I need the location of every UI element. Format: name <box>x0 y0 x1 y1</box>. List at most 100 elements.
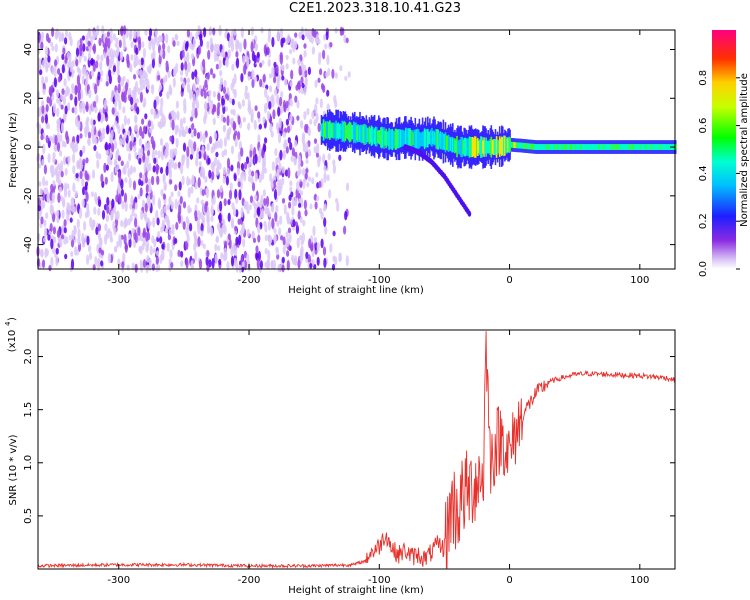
spectrogram-cell <box>190 147 194 155</box>
spectrogram-cell <box>114 92 118 102</box>
spectrogram-cell <box>202 58 206 68</box>
spectrogram-cell <box>399 129 402 147</box>
spectrogram-cell <box>572 144 575 150</box>
spectrogram-cell <box>118 39 122 48</box>
spectrogram-cell <box>606 144 608 150</box>
spectrogram-cell <box>278 162 282 173</box>
spectrogram-cell <box>118 100 122 111</box>
spectrogram-cell <box>159 49 163 57</box>
spectrogram-cell <box>103 103 107 110</box>
spectrogram-cell <box>134 217 138 228</box>
spectrogram-cell <box>192 37 196 48</box>
spectrogram-cell <box>301 232 305 243</box>
spectrogram-cell <box>101 210 106 220</box>
spectrogram-cell <box>277 106 281 117</box>
spectrogram-cell <box>286 259 290 271</box>
spectrogram-cell <box>347 71 351 78</box>
spectrogram-cell <box>372 129 375 143</box>
spectrogram-cell <box>97 71 101 81</box>
spectrogram-cell <box>495 136 498 158</box>
spectrogram-cell <box>294 221 298 227</box>
spectrogram-cell <box>360 124 362 143</box>
spectrogram-cell <box>141 41 145 48</box>
spectrogram-cell <box>417 129 420 151</box>
spectrogram-cell <box>279 96 283 107</box>
spectrogram-cell <box>282 131 286 138</box>
spectrogram-cell <box>579 144 581 150</box>
spectrogram-cell <box>167 70 171 79</box>
spectrogram-cell <box>326 54 330 66</box>
spectrogram-cell <box>92 43 97 55</box>
spectrogram-cell <box>264 137 268 144</box>
spectrogram-cell <box>224 240 228 248</box>
spectrogram-cell <box>156 175 160 186</box>
spectrogram-cell <box>144 202 148 213</box>
spectrogram-cell <box>45 180 49 187</box>
spectrogram-cell <box>210 227 214 237</box>
spectrogram-cell <box>230 117 234 127</box>
spectrogram-cell <box>175 222 179 230</box>
spectrogram-cell <box>147 178 151 188</box>
spectrogram-cell <box>55 89 60 98</box>
spectrogram-cell <box>243 259 247 271</box>
spectrogram-cell <box>219 69 223 77</box>
spectrogram-cell <box>256 258 260 270</box>
spectrogram-cell <box>490 136 493 158</box>
spectrogram-cell <box>560 144 562 150</box>
spectrogram-cell <box>222 104 226 115</box>
spectrogram-cell <box>594 144 597 150</box>
spectrogram-cell <box>180 76 184 83</box>
spectrogram-cell <box>210 208 214 215</box>
spectrogram-cell <box>329 120 331 140</box>
spectrogram-cell <box>165 33 169 44</box>
spectrogram-cell <box>539 144 542 150</box>
spectrogram-cell <box>566 144 569 150</box>
spectrogram-cell <box>478 140 480 154</box>
spectrogram-cell <box>179 118 183 129</box>
spectrogram-cell <box>208 89 212 96</box>
spectrogram-cell <box>134 202 138 210</box>
spectrogram-cell <box>132 180 137 191</box>
spectrogram-cell <box>90 69 95 77</box>
snr-x-axis-label: Height of straight line (km) <box>288 585 424 596</box>
spectrogram-cell <box>181 155 185 166</box>
spectrogram-cell <box>44 113 49 124</box>
spectrogram-cell <box>190 263 194 270</box>
spectrogram-cell <box>180 215 184 225</box>
spectrogram-cell <box>658 144 660 150</box>
spectrogram-cell <box>287 227 292 234</box>
spectrogram-cell <box>249 195 254 204</box>
spectrogram-cell <box>116 123 120 129</box>
spectrogram-cell <box>236 167 240 176</box>
spectrogram-cell <box>512 142 514 148</box>
spectrogram-cell <box>87 131 92 139</box>
spectrogram-cell <box>467 138 470 156</box>
spectrogram-cell <box>146 149 151 157</box>
spectrogram-cell <box>269 235 273 244</box>
spectrogram-cell <box>263 198 267 206</box>
spectrogram-cell <box>285 231 289 238</box>
spectrogram-cell <box>614 144 617 150</box>
spectrogram-cell <box>155 163 159 175</box>
spectrogram-cell <box>292 57 296 65</box>
spectrogram-cell <box>140 146 144 158</box>
spectrogram-cell <box>70 258 75 270</box>
spectrogram-cell <box>262 189 266 197</box>
spectrogram-cell <box>179 70 184 77</box>
spectrogram-cell <box>216 55 220 62</box>
spectrogram-cell <box>56 98 60 104</box>
spectrogram-cell <box>434 132 436 145</box>
spectrogram-cell <box>333 122 335 139</box>
spectrogram-cell <box>468 136 471 158</box>
spectrogram-cell <box>355 122 357 144</box>
spectrogram-cell <box>305 168 309 174</box>
spectrogram-cell <box>130 96 134 106</box>
spectrogram-cell <box>445 135 448 150</box>
spectrogram-cell <box>79 149 83 157</box>
spectrogram-cell <box>122 166 126 175</box>
spectrogram-cell <box>89 216 93 228</box>
spectrogram-cell <box>534 144 536 150</box>
spectrogram-cell <box>257 234 261 243</box>
spectrogram-cell <box>506 137 508 154</box>
